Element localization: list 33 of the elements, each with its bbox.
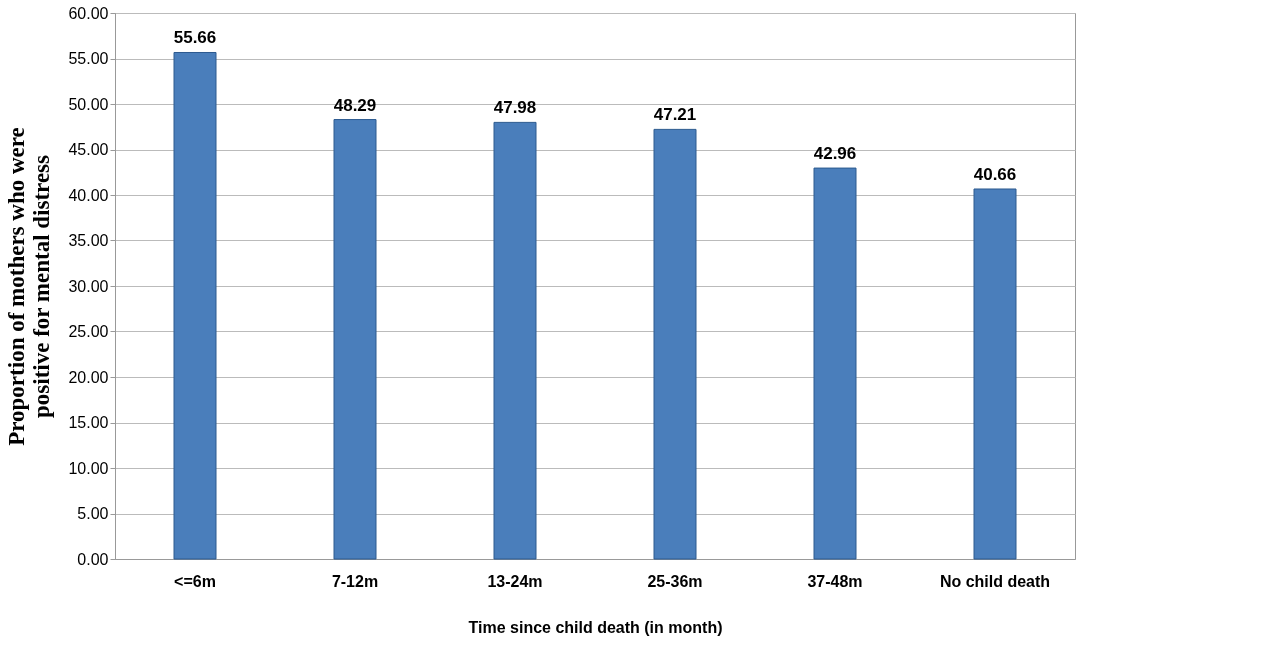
- data-label: 40.66: [973, 164, 1017, 184]
- y-tick-label: 40.00: [68, 186, 109, 204]
- y-tick-label: 55.00: [68, 50, 109, 67]
- y-tick-label: 20.00: [68, 368, 109, 386]
- y-tick-label: 35.00: [68, 232, 109, 249]
- bar: [173, 51, 217, 560]
- data-label: 55.66: [173, 28, 217, 48]
- data-label: 48.29: [333, 95, 377, 115]
- bar: [493, 121, 537, 560]
- bar: [973, 188, 1017, 560]
- data-label: 47.21: [653, 105, 697, 125]
- x-tick-label: No child death: [939, 572, 1051, 590]
- y-tick-label: 30.00: [68, 277, 109, 295]
- x-tick-label: 7-12m: [331, 572, 379, 590]
- x-tick-label: <=6m: [174, 572, 216, 590]
- y-tick-label: 15.00: [68, 414, 109, 431]
- y-axis-title: Proportion of mothers who were positive for mental distress: [4, 127, 55, 446]
- y-tick-label: 10.00: [68, 459, 109, 477]
- y-tick-label: 45.00: [68, 141, 109, 158]
- y-tick-label: 5.00: [77, 505, 109, 522]
- bar: [813, 167, 857, 560]
- y-tick-label: 60.00: [68, 4, 109, 22]
- x-tick-label: 25-36m: [647, 572, 703, 590]
- x-axis-title: Time since child death (in month): [468, 618, 723, 636]
- y-tick-label: 50.00: [68, 95, 109, 113]
- x-tick-label: 13-24m: [487, 572, 543, 590]
- y-tick-label: 0.00: [77, 550, 109, 568]
- x-tick-label: 37-48m: [807, 572, 863, 590]
- data-label: 42.96: [813, 144, 857, 164]
- y-tick-label: 25.00: [68, 323, 109, 340]
- bar: [333, 119, 377, 560]
- bar: [653, 128, 697, 560]
- data-label: 47.98: [493, 98, 537, 118]
